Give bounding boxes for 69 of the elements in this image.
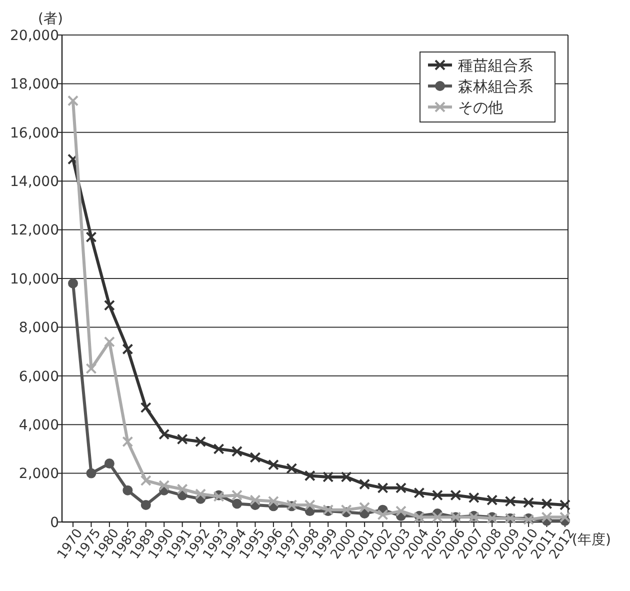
point <box>232 446 242 457</box>
point <box>232 490 242 501</box>
point <box>268 496 279 507</box>
y-tick-label: 2,000 <box>18 466 59 482</box>
point <box>104 336 115 348</box>
point <box>140 402 152 414</box>
point <box>304 499 316 510</box>
y-tick-label: 18,000 <box>10 76 59 93</box>
point <box>68 154 78 165</box>
point <box>250 494 261 506</box>
point <box>359 478 370 490</box>
point <box>122 485 133 496</box>
point <box>195 488 206 500</box>
point <box>340 471 352 482</box>
x-axis-title: (年度) <box>572 532 611 548</box>
point <box>304 470 316 482</box>
point <box>377 509 388 520</box>
y-tick-label: 20,000 <box>10 28 59 44</box>
point <box>340 504 352 516</box>
point <box>86 363 97 374</box>
point <box>158 428 170 440</box>
point <box>432 512 443 523</box>
y-tick-label: 16,000 <box>10 125 59 142</box>
point <box>286 462 298 474</box>
y-tick-label: 10,000 <box>10 271 59 288</box>
point <box>523 497 534 508</box>
point <box>432 490 443 501</box>
point <box>195 436 206 448</box>
point <box>122 436 134 448</box>
point <box>486 494 498 506</box>
point <box>541 498 552 510</box>
point <box>250 452 261 463</box>
point <box>560 512 570 523</box>
point <box>322 471 334 482</box>
y-tick-label: 8,000 <box>18 320 59 336</box>
legend-label: 森林組合系 <box>458 77 533 96</box>
y-tick-label: 14,000 <box>10 174 59 190</box>
point <box>104 458 114 469</box>
point <box>104 300 115 311</box>
point <box>176 434 188 445</box>
y-tick-label: 0 <box>50 514 59 531</box>
point <box>140 500 151 510</box>
point <box>86 232 97 243</box>
point <box>140 475 152 486</box>
point <box>414 487 425 498</box>
legend-label: その他 <box>458 98 503 116</box>
point <box>268 459 279 470</box>
point <box>377 482 388 494</box>
point <box>68 95 78 106</box>
point <box>213 443 224 454</box>
y-tick-label: 4,000 <box>18 418 59 434</box>
point <box>450 490 462 501</box>
y-tick-label: 12,000 <box>10 222 59 239</box>
point <box>359 502 370 513</box>
point <box>86 468 96 478</box>
point <box>468 492 480 504</box>
point <box>122 344 134 355</box>
y-tick-label: 6,000 <box>18 368 59 385</box>
point <box>232 498 242 509</box>
point <box>158 480 170 491</box>
point <box>68 278 78 288</box>
y-axis-title: (者) <box>38 11 63 27</box>
point <box>396 506 406 517</box>
point <box>560 499 570 510</box>
point <box>176 484 188 495</box>
point <box>396 482 406 494</box>
legend-label: 種苗組合系 <box>458 56 533 74</box>
point <box>504 496 516 507</box>
point <box>541 512 552 523</box>
